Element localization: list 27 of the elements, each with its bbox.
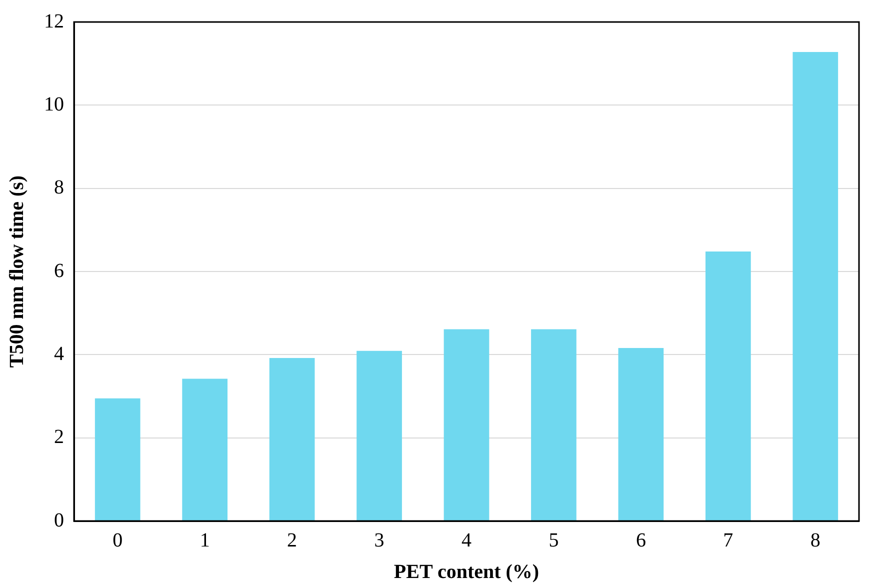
x-tick-label: 8 bbox=[810, 529, 820, 552]
bar bbox=[618, 348, 664, 520]
x-tick-label: 3 bbox=[374, 529, 384, 552]
bar bbox=[705, 252, 751, 520]
y-tick-label: 2 bbox=[54, 426, 64, 448]
bar bbox=[269, 358, 315, 520]
x-axis-title: PET content (%) bbox=[394, 561, 540, 584]
bar bbox=[94, 398, 140, 520]
y-axis-title: T500 mm flow time (s) bbox=[6, 175, 28, 368]
x-tick-label: 1 bbox=[200, 529, 210, 552]
y-tick-label: 0 bbox=[54, 509, 64, 532]
x-tick-label: 5 bbox=[548, 529, 559, 552]
bar bbox=[444, 329, 490, 520]
bar bbox=[792, 52, 838, 520]
y-tick-label: 12 bbox=[44, 10, 64, 32]
y-tick-label: 4 bbox=[54, 342, 64, 365]
bar bbox=[356, 350, 402, 520]
bar bbox=[531, 329, 576, 520]
x-tick-label: 2 bbox=[287, 529, 298, 552]
x-tick-label: 6 bbox=[636, 529, 646, 552]
y-tick-label: 10 bbox=[44, 93, 64, 116]
y-tick-label: 6 bbox=[54, 260, 64, 282]
bar bbox=[182, 378, 228, 520]
x-tick-label: 0 bbox=[112, 529, 123, 552]
x-tick-label: 4 bbox=[462, 529, 472, 552]
y-tick-label: 8 bbox=[54, 176, 64, 199]
x-tick-label: 7 bbox=[723, 529, 734, 552]
